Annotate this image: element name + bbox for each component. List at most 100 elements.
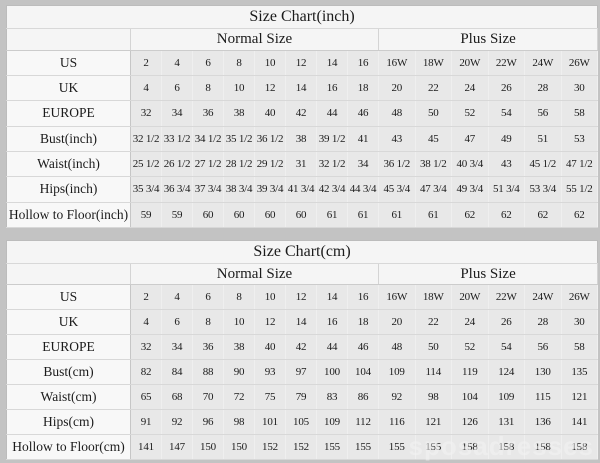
table-cell: 22W: [488, 284, 525, 310]
table-cell: 44: [316, 100, 348, 127]
table-cell: 42: [285, 334, 317, 360]
table-cell: 32: [130, 334, 162, 360]
table-cell: 24W: [524, 284, 562, 310]
table-cell: 158: [561, 434, 599, 460]
table-cell: 65: [130, 384, 162, 410]
size-chart-inch-table: Size Chart(inch) Normal Size Plus Size US 2 4…: [6, 5, 599, 229]
table-cell: 119: [451, 359, 489, 385]
table-cell: 22W: [488, 50, 525, 76]
table-cell: 54: [488, 100, 525, 127]
table-cell: 82: [130, 359, 162, 385]
table-row: UK 4 6 8 10 12 14 16 18 20 22 24 26 28 30: [6, 75, 599, 102]
table-cell: 60: [223, 202, 255, 229]
table-cell: 8: [192, 75, 224, 102]
table-cell: 41: [347, 126, 379, 152]
table-row: UK 4 6 8 10 12 14 16 18 20 22 24 26 28 30: [6, 309, 599, 335]
table-cell: 50: [415, 100, 452, 127]
table-cell: 12: [285, 284, 317, 310]
table-cell: 88: [192, 359, 224, 385]
table-cell: 38 1/2: [415, 151, 452, 178]
size-chart-cm-table: Size Chart(cm) Normal Size Plus Size US 2 4 6 8…: [6, 240, 599, 460]
table-cell: 36: [192, 334, 224, 360]
table-cell: 61: [347, 202, 379, 229]
table-cell: 32: [130, 100, 162, 127]
table-cell: 141: [130, 434, 162, 460]
table-cell: 8: [223, 50, 255, 76]
table-title: Size Chart(inch): [6, 5, 598, 30]
table-cell: 24: [451, 309, 489, 335]
table-cell: 62: [488, 202, 525, 229]
table-cell: 58: [561, 334, 599, 360]
table-row: Waist(inch) 25 1/2 26 1/2 27 1/2 28 1/2 29 1/…: [6, 151, 599, 178]
table-cell: 54: [488, 334, 525, 360]
row-label: UK: [6, 309, 131, 335]
table-cell: 62: [451, 202, 489, 229]
table-cell: 26: [488, 309, 525, 335]
table-cell: 39 1/2: [316, 126, 348, 152]
table-cell: 70: [192, 384, 224, 410]
table-cell: 48: [378, 334, 416, 360]
table-cell: 90: [223, 359, 255, 385]
table-cell: 25 1/2: [130, 151, 162, 178]
table-cell: 58: [561, 100, 599, 127]
table-cell: 29 1/2: [254, 151, 286, 178]
table-cell: 105: [285, 409, 317, 435]
row-label: UK: [6, 75, 131, 102]
table-cell: 91: [130, 409, 162, 435]
table-cell: 72: [223, 384, 255, 410]
table-cell: 152: [285, 434, 317, 460]
table-cell: 152: [254, 434, 286, 460]
table-cell: 30: [561, 309, 599, 335]
table-cell: 14: [285, 309, 317, 335]
table-cell: 116: [378, 409, 416, 435]
table-cell: 55 1/2: [561, 176, 599, 203]
row-label: EUROPE: [6, 334, 131, 360]
group-header-plus: Plus Size: [378, 263, 599, 285]
table-cell: 38: [223, 100, 255, 127]
row-label: Hips(cm): [6, 409, 131, 435]
table-cell: 46: [347, 100, 379, 127]
table-cell: 12: [254, 309, 286, 335]
table-cell: 24W: [524, 50, 562, 76]
table-cell: 92: [161, 409, 193, 435]
table-cell: 8: [192, 309, 224, 335]
table-cell: 16W: [378, 50, 416, 76]
table-cell: 155: [378, 434, 416, 460]
table-cell: 28 1/2: [223, 151, 255, 178]
table-cell: 34: [161, 334, 193, 360]
row-label: Bust(inch): [6, 126, 131, 152]
table-cell: 44: [316, 334, 348, 360]
table-cell: 121: [415, 409, 452, 435]
table-cell: 158: [488, 434, 525, 460]
table-cell: 51: [524, 126, 562, 152]
table-cell: 30: [561, 75, 599, 102]
table-cell: 6: [192, 50, 224, 76]
table-cell: 28: [524, 309, 562, 335]
table-cell: 79: [285, 384, 317, 410]
table-cell: 10: [254, 50, 286, 76]
table-row: US 2 4 6 8 10 12 14 16 16W 18W 20W 22W 24W 26W: [6, 284, 599, 310]
table-cell: 33 1/2: [161, 126, 193, 152]
table-cell: 47 1/2: [561, 151, 599, 178]
table-row: EUROPE 32 34 36 38 40 42 44 46 48 50 52 54 56 58: [6, 334, 599, 360]
table-cell: 92: [378, 384, 416, 410]
group-header-spacer: [6, 263, 131, 285]
table-cell: 2: [130, 50, 162, 76]
table-cell: 101: [254, 409, 286, 435]
table-cell: 20: [378, 75, 416, 102]
table-cell: 35 3/4: [130, 176, 162, 203]
table-cell: 155: [347, 434, 379, 460]
table-cell: 109: [488, 384, 525, 410]
table-row: Hips(cm) 91 92 96 98 101 105 109 112 116 121 126 131…: [6, 409, 599, 435]
table-cell: 68: [161, 384, 193, 410]
table-cell: 59: [161, 202, 193, 229]
table-cell: 14: [285, 75, 317, 102]
table-cell: 4: [130, 75, 162, 102]
table-cell: 96: [192, 409, 224, 435]
row-label: US: [6, 50, 131, 76]
table-title: Size Chart(cm): [6, 240, 598, 264]
table-row: Waist(cm) 65 68 70 72 75 79 83 86 92 98 104 109 115 12…: [6, 384, 599, 410]
table-cell: 130: [524, 359, 562, 385]
table-cell: 45: [415, 126, 452, 152]
table-cell: 20W: [451, 284, 489, 310]
